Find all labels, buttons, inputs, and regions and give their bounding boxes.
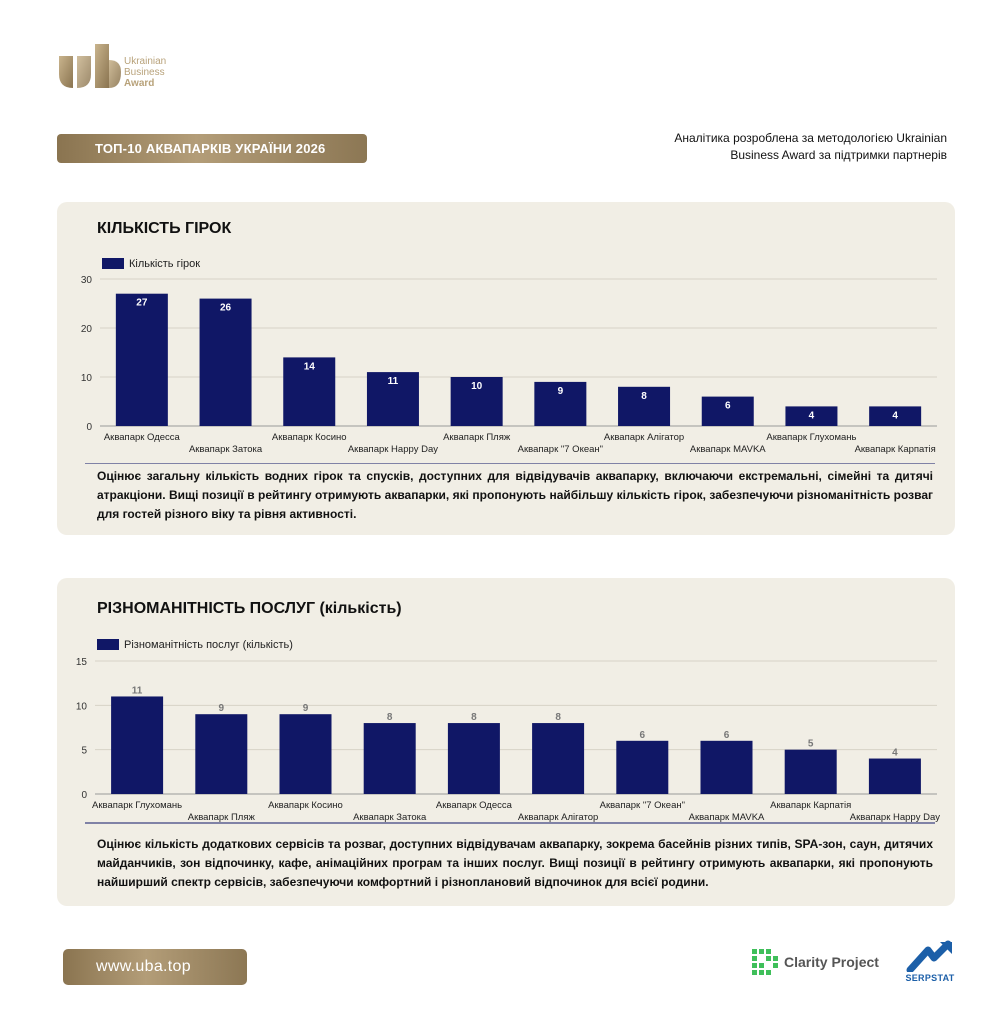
y-tick-label: 10 [76, 701, 88, 712]
x-tick-label: Аквапарк Карпатія [770, 800, 851, 811]
y-tick-label: 0 [81, 790, 87, 801]
serpstat-logo: SERPSTAT [902, 940, 958, 984]
data-label: 8 [471, 712, 477, 723]
data-label: 4 [809, 410, 815, 421]
x-tick-label: Аквапарк Косино [272, 432, 347, 443]
bar [532, 723, 585, 794]
legend-swatch [97, 639, 119, 650]
data-label: 8 [555, 712, 561, 723]
bar [279, 714, 332, 794]
x-tick-label: Аквапарк Одесса [436, 800, 513, 811]
chart-title: РІЗНОМАНІТНІСТЬ ПОСЛУГ (кількість) [97, 600, 402, 617]
bar [869, 406, 922, 426]
y-tick-label: 20 [81, 324, 93, 335]
bar [701, 396, 754, 426]
data-label: 14 [304, 361, 316, 372]
x-tick-label: Аквапарк Алігатор [518, 812, 598, 823]
data-label: 9 [303, 703, 309, 714]
bar [111, 696, 164, 794]
bar [785, 406, 838, 426]
data-label: 9 [558, 386, 564, 397]
services-bar-chart: 0 5 10 15 Різноманітність послуг (кількість)… [76, 639, 940, 824]
y-tick-label: 0 [86, 422, 92, 433]
x-tick-label: Аквапарк Алігатор [604, 432, 684, 443]
chart-card-services: РІЗНОМАНІТНІСТЬ ПОСЛУГ (кількість) 0 5 10 1… [57, 578, 955, 906]
y-tick-label: 30 [81, 275, 93, 286]
x-tick-label: Аквапарк "7 Океан" [518, 444, 603, 455]
data-label: 9 [219, 703, 225, 714]
data-label: 10 [471, 381, 483, 392]
legend-swatch [102, 258, 124, 269]
bar [447, 723, 500, 794]
bar [199, 298, 252, 426]
bar [616, 740, 669, 794]
bar [115, 293, 168, 426]
data-label: 6 [640, 730, 646, 741]
x-tick-label: Аквапарк Пляж [188, 812, 256, 823]
chart-description: Оцінює кількість додаткових сервісів та … [97, 837, 933, 889]
data-label: 11 [132, 685, 143, 696]
x-tick-label: Аквапарк MAVKA [689, 812, 765, 823]
bar [868, 758, 921, 794]
bar [450, 377, 503, 426]
legend-label: Різноманітність послуг (кількість) [124, 639, 293, 651]
uba-logo-icon [59, 44, 121, 88]
x-tick-label: Аквапарк Затока [353, 812, 427, 823]
x-tick-label: Аквапарк Пляж [443, 432, 511, 443]
x-tick-label: Аквапарк Косино [268, 800, 343, 811]
bar [363, 723, 416, 794]
chart-card-slides: КІЛЬКІСТЬ ГІРОК 0 10 20 30 Кількість гірок 27… [57, 202, 955, 535]
bar [195, 714, 248, 794]
page-title: ТОП-10 АКВАПАРКІВ УКРАЇНИ 2026 [57, 134, 367, 163]
methodology-note: Аналітика розроблена за методологією Ukr… [674, 131, 947, 162]
x-tick-label: Аквапарк Карпатія [855, 444, 936, 455]
data-label: 27 [136, 298, 148, 309]
slides-bar-chart: 0 10 20 30 Кількість гірок 27 Аквапарк Одесса 2… [81, 258, 937, 464]
x-tick-label: Аквапарк "7 Океан" [600, 800, 685, 811]
clarity-project-logo: Clarity Project [752, 947, 892, 977]
clarity-project-icon [752, 949, 778, 975]
x-tick-label: Аквапарк Happy Day [348, 444, 438, 455]
clarity-project-label: Clarity Project [784, 954, 879, 970]
data-label: 8 [641, 391, 647, 402]
serpstat-label: SERPSTAT [905, 973, 955, 983]
bar [534, 381, 587, 426]
data-label: 6 [725, 401, 731, 412]
bar [700, 740, 753, 794]
data-label: 4 [892, 748, 898, 759]
x-tick-label: Аквапарк MAVKA [690, 444, 766, 455]
chart-title: КІЛЬКІСТЬ ГІРОК [97, 220, 232, 237]
bar [618, 386, 671, 426]
x-tick-label: Аквапарк Одесса [104, 432, 181, 443]
data-label: 8 [387, 712, 393, 723]
data-label: 26 [220, 303, 232, 314]
bar [366, 372, 419, 426]
bar [784, 749, 837, 794]
data-label: 5 [808, 739, 814, 750]
x-tick-label: Аквапарк Затока [189, 444, 263, 455]
y-tick-label: 15 [76, 657, 88, 668]
data-label: 4 [892, 410, 898, 421]
data-label: 6 [724, 730, 730, 741]
logo-text: Ukrainian Business Award [124, 56, 167, 89]
website-link[interactable]: www.uba.top [63, 949, 247, 985]
serpstat-icon [906, 940, 952, 974]
x-tick-label: Аквапарк Happy Day [850, 812, 940, 823]
bar [283, 357, 336, 426]
data-label: 11 [388, 376, 399, 387]
chart-description: Оцінює загальну кількість водних гірок т… [97, 469, 933, 521]
y-tick-label: 10 [81, 373, 93, 384]
x-tick-label: Аквапарк Глухомань [766, 432, 856, 443]
x-tick-label: Аквапарк Глухомань [92, 800, 182, 811]
legend-label: Кількість гірок [129, 258, 200, 270]
y-tick-label: 5 [81, 746, 87, 757]
